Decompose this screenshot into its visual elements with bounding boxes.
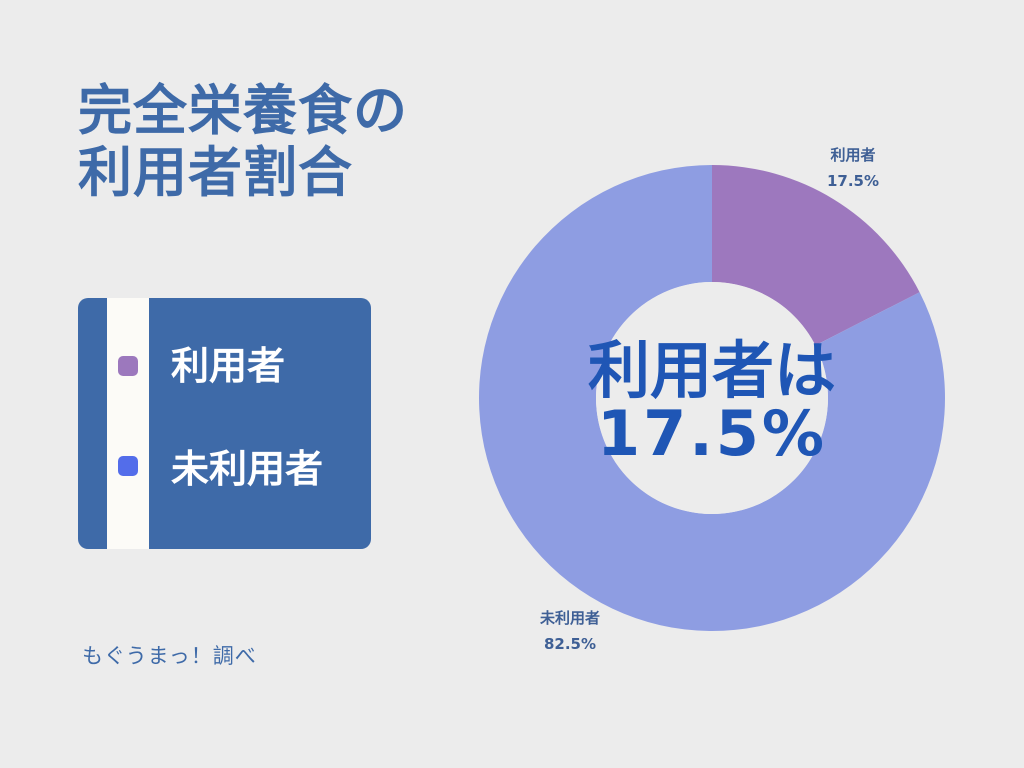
chart-title-line: 利用者割合 bbox=[78, 141, 353, 204]
center-label-line-1: 利用者は bbox=[588, 334, 836, 407]
slice-category-label-non-users: 未利用者 bbox=[539, 609, 600, 627]
slice-value-label-users: 17.5% bbox=[827, 172, 879, 190]
donut-hole bbox=[596, 282, 828, 514]
chart-title: 完全栄養食の 利用者割合 bbox=[78, 80, 408, 204]
donut-slices bbox=[478, 165, 945, 631]
donut-slice-non-users bbox=[478, 165, 945, 631]
legend-label-non-users: 未利用者 bbox=[171, 447, 324, 491]
slice-category-label-users: 利用者 bbox=[830, 146, 875, 164]
source-note: もぐうまっ！調べ bbox=[82, 644, 257, 668]
center-label-line-2: 17.5% bbox=[597, 397, 827, 470]
legend: 利用者 未利用者 bbox=[78, 298, 371, 549]
chart-title-line: 完全栄養食の bbox=[78, 79, 408, 142]
legend-label-users: 利用者 bbox=[171, 344, 286, 388]
donut-slice-users bbox=[712, 165, 920, 346]
legend-swatch-non-users bbox=[118, 456, 138, 476]
legend-swatch-users bbox=[118, 356, 138, 376]
slice-value-label-non-users: 82.5% bbox=[544, 635, 596, 653]
legend-strip bbox=[107, 298, 149, 549]
